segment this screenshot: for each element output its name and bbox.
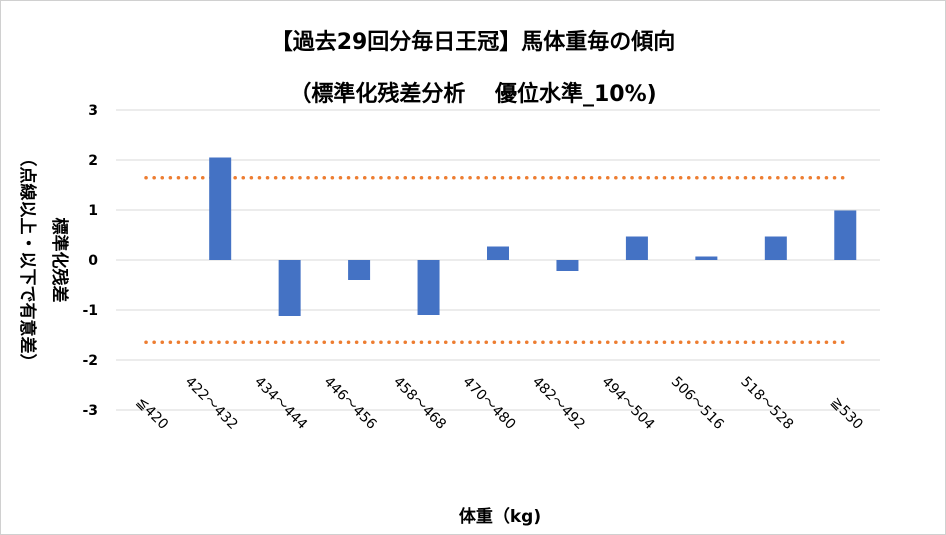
y-tick-label: 3 xyxy=(88,103,98,119)
bar xyxy=(417,260,440,315)
bar xyxy=(278,260,301,316)
bar xyxy=(556,260,579,271)
y-tick-label: -3 xyxy=(82,403,98,419)
bar xyxy=(764,236,787,260)
x-tick-label: ≧530 xyxy=(827,394,866,433)
bar xyxy=(487,246,509,260)
y-tick-label: -2 xyxy=(82,353,98,369)
x-tick-label: 506～516 xyxy=(668,374,727,433)
bars xyxy=(209,157,857,316)
x-tick-label: 458～468 xyxy=(390,374,449,433)
x-tick-label: 470～480 xyxy=(459,374,518,433)
y-tick-label: 2 xyxy=(88,153,98,169)
y-tick-label: 1 xyxy=(88,203,98,219)
bar xyxy=(695,256,718,260)
x-tick-label: 494～504 xyxy=(598,374,657,433)
x-axis-label: 体重（kg) xyxy=(459,506,541,527)
chart-subtitle: （標準化残差分析 優位水準_10%) xyxy=(289,82,657,107)
x-tick-label: 482～492 xyxy=(529,374,588,433)
y-tick-labels: 3 2 1 0 -1 -2 -3 xyxy=(82,103,98,419)
x-tick-label: 434～444 xyxy=(251,374,310,433)
x-tick-label: 446～456 xyxy=(321,374,380,433)
bar xyxy=(834,210,857,260)
y-tick-label: 0 xyxy=(88,253,98,269)
x-tick-label: 422～432 xyxy=(182,374,241,433)
y-axis-label: 標準化残差 xyxy=(49,218,70,303)
bar xyxy=(209,157,232,260)
y-tick-label: -1 xyxy=(82,303,98,319)
x-tick-label: 518～528 xyxy=(737,374,796,433)
significance-lines xyxy=(144,176,848,344)
x-tick-labels: ≦420 422～432 434～444 446～456 458～468 470～480 4… xyxy=(133,374,866,433)
bar xyxy=(625,236,648,260)
chart-title: 【過去29回分毎日王冠】馬体重毎の傾向 xyxy=(270,30,676,55)
x-tick-label: ≦420 xyxy=(133,394,172,433)
bar xyxy=(348,260,371,280)
y-axis-note: （点線以上・以下で有意差） xyxy=(17,150,38,371)
